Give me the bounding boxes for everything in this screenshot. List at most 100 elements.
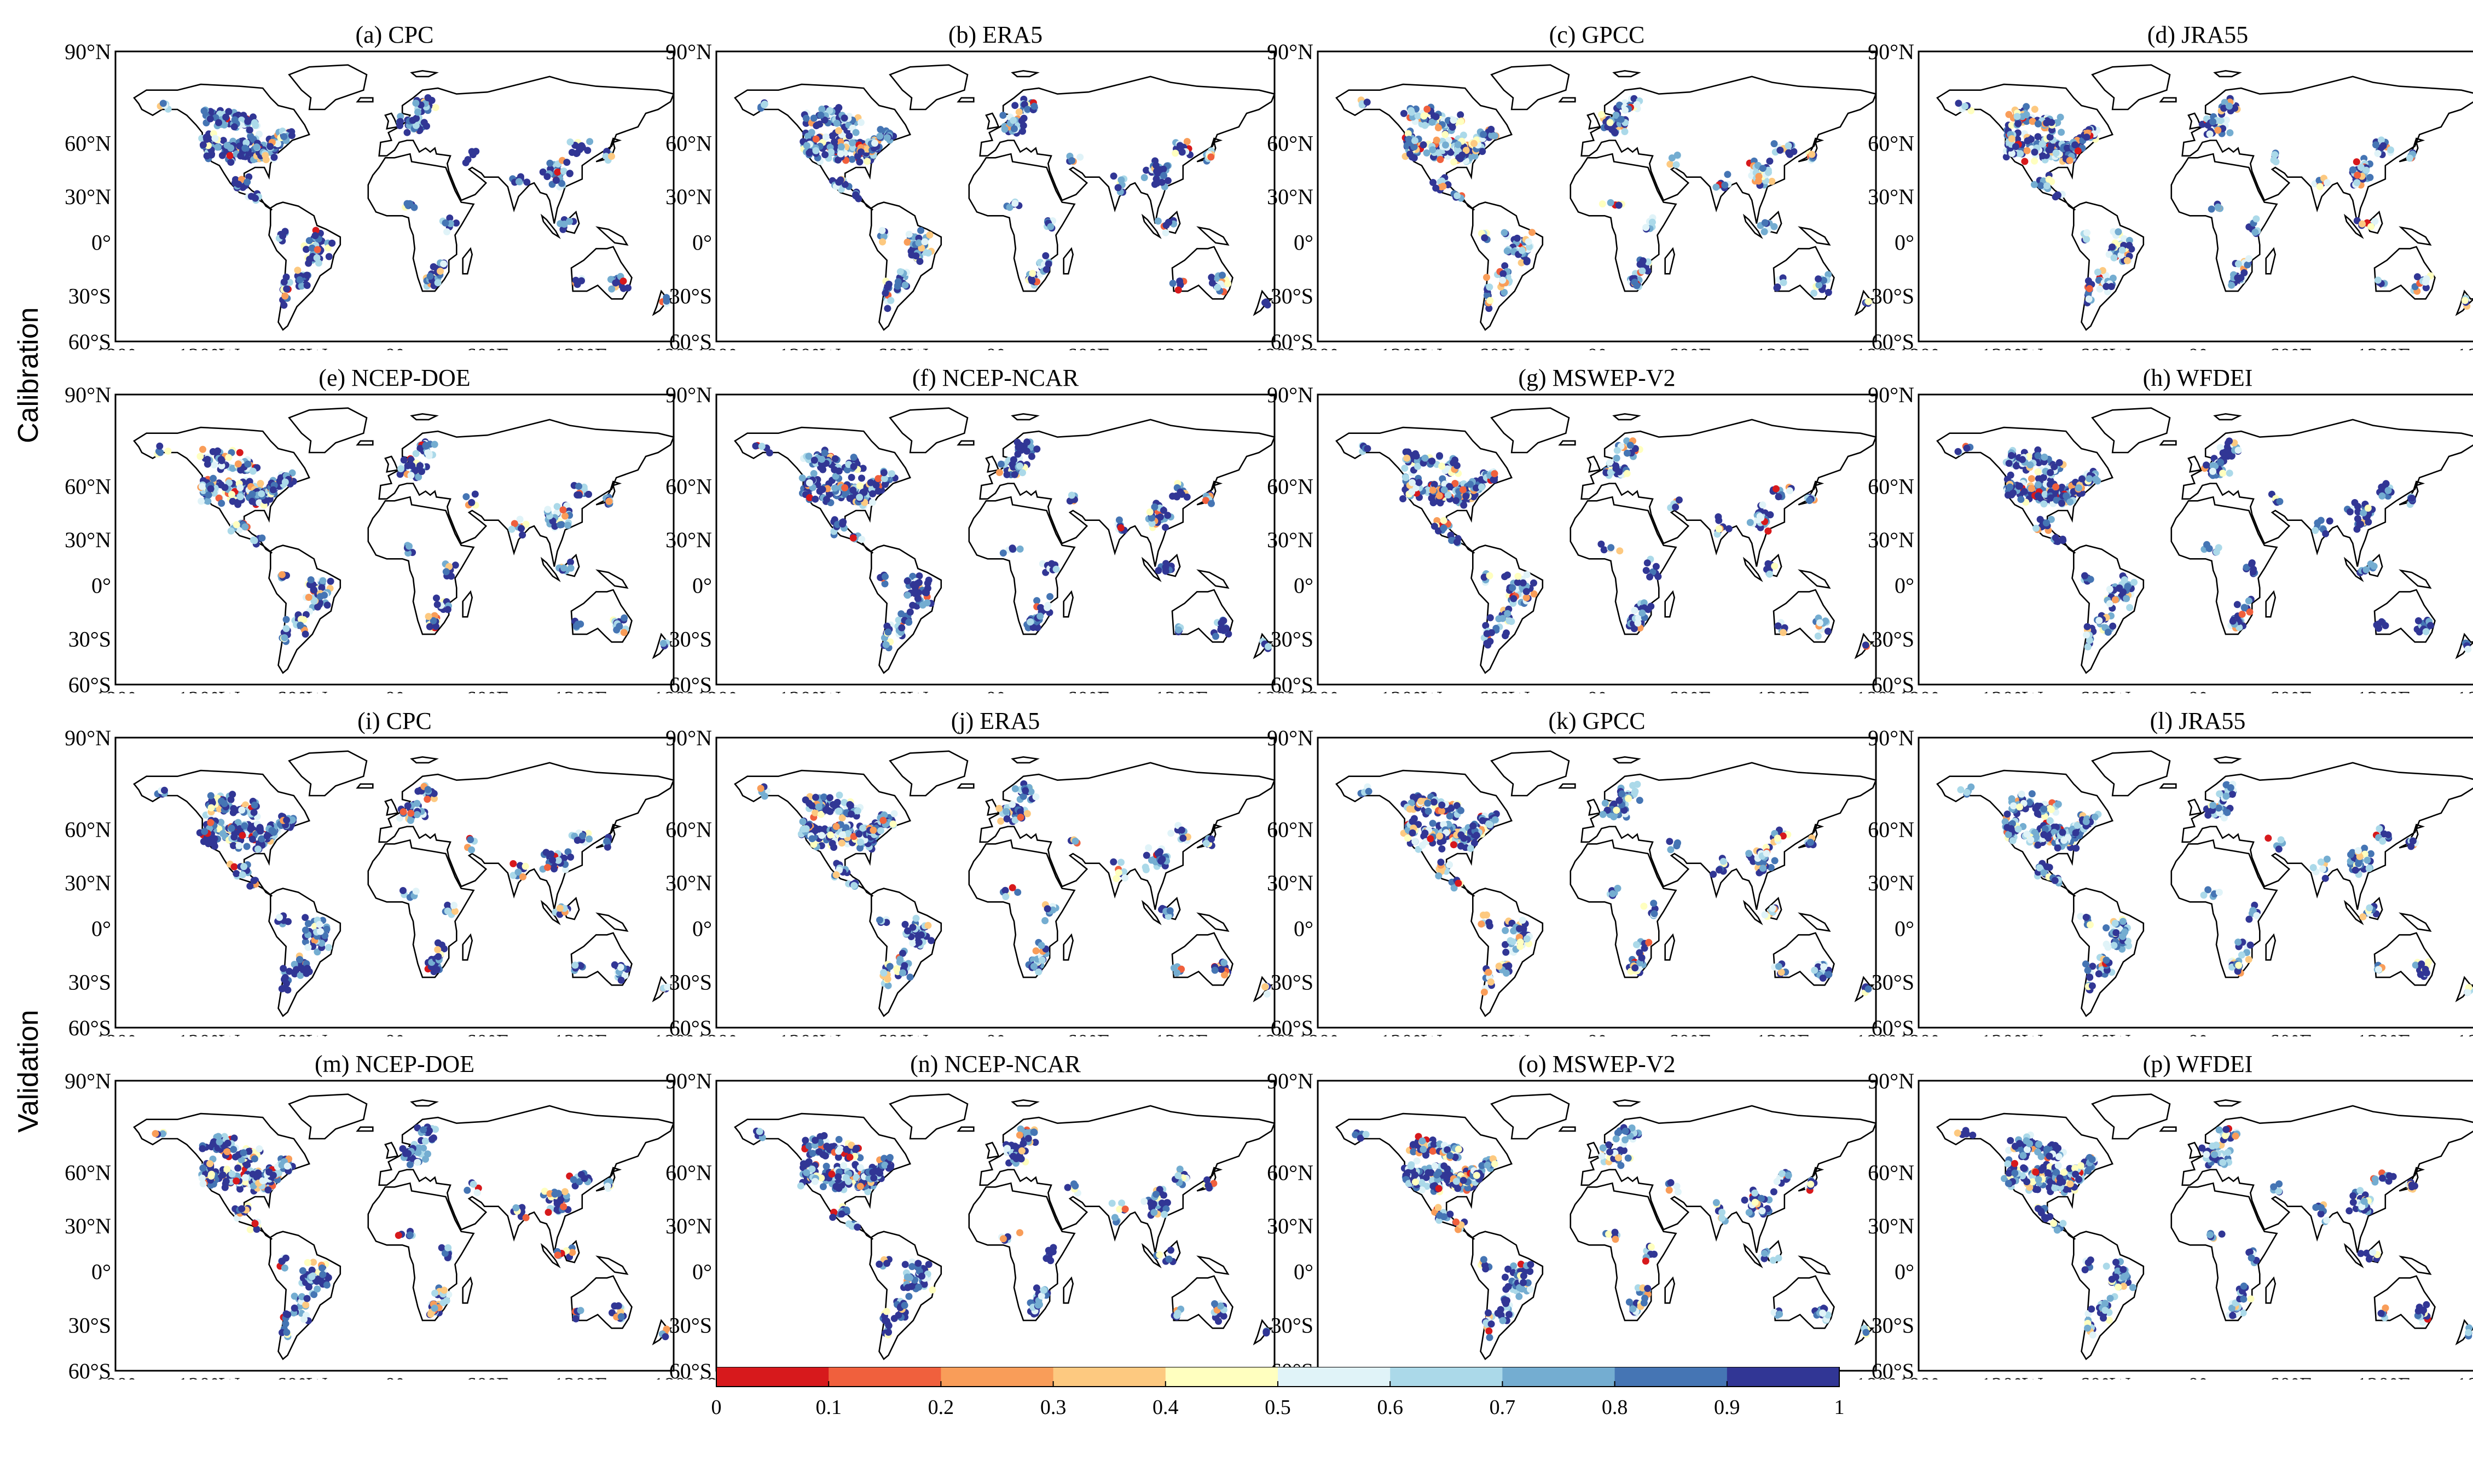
station-dot (236, 484, 244, 491)
station-dot (659, 640, 667, 647)
station-markers (1359, 437, 1871, 650)
coastline-sumatra (540, 213, 561, 239)
station-dot (2353, 158, 2360, 166)
station-dot (1646, 573, 1654, 581)
lon-tick-label: 60°E (1668, 687, 1712, 693)
station-dot (2248, 559, 2256, 567)
station-dot (251, 801, 258, 809)
station-dot (624, 284, 632, 292)
station-dot (1148, 514, 1155, 522)
station-dot (905, 230, 913, 238)
station-dot (1638, 609, 1646, 617)
station-dot (2362, 166, 2370, 174)
coastline-sumatra (540, 900, 561, 925)
station-dot (2353, 179, 2361, 187)
coastline-greenland (1490, 407, 1570, 454)
station-dot (578, 143, 586, 151)
station-dot (876, 132, 884, 140)
station-dot (2096, 285, 2104, 293)
station-dot (2243, 564, 2250, 571)
station-dot (1509, 584, 1516, 592)
station-dot (1117, 176, 1125, 184)
lon-tick-label: 180° (696, 687, 737, 693)
station-dot (1414, 462, 1421, 470)
station-dot (2226, 102, 2233, 110)
station-dot (553, 177, 560, 184)
station-dot (1754, 177, 1762, 185)
station-dot (285, 918, 292, 925)
station-dot (2051, 463, 2058, 471)
coastline-madagascar (1063, 590, 1074, 618)
station-dot (2312, 526, 2319, 534)
panel-title: (c) GPCC (1549, 21, 1645, 48)
station-dot (1143, 166, 1150, 174)
coastline-africa (367, 153, 475, 292)
station-dot (248, 497, 256, 505)
station-dot (218, 797, 225, 805)
station-dot (882, 573, 889, 581)
station-dot (603, 153, 610, 160)
station-dot (841, 181, 849, 188)
station-dot (1963, 444, 1971, 452)
station-dot (1160, 172, 1168, 179)
lat-tick-label: 90°N (665, 382, 712, 407)
station-dot (207, 485, 215, 492)
station-dot (248, 836, 256, 843)
coastline-iceland (1558, 97, 1576, 103)
station-dot (1001, 125, 1009, 133)
lat-tick-label: 30°S (68, 283, 111, 308)
panel-title: (g) MSWEP-V2 (1518, 364, 1675, 391)
station-dot (278, 571, 286, 578)
station-dot (1402, 474, 1410, 482)
station-dot (831, 484, 839, 492)
station-dot (1764, 527, 1772, 535)
station-dot (1483, 274, 1490, 281)
station-dot (403, 129, 411, 136)
station-dot (206, 115, 214, 123)
station-dot (2249, 568, 2257, 576)
station-dot (1808, 150, 1816, 158)
map-panel: (h) WFDEI90°N60°N30°N0°30°S60°S180°120°W… (1868, 364, 2473, 693)
station-dot (308, 244, 316, 252)
station-dot (1162, 563, 1169, 571)
station-dot (2384, 486, 2392, 494)
station-dot (448, 572, 455, 580)
station-dot (802, 119, 810, 127)
station-dot (922, 589, 929, 596)
lat-tick-label: 90°N (65, 39, 111, 64)
lon-tick-label: 180° (696, 344, 737, 350)
station-dot (806, 494, 813, 501)
station-dot (1027, 618, 1034, 626)
station-dot (1612, 112, 1620, 119)
lon-tick-label: 120°E (553, 344, 608, 350)
station-dot (230, 863, 238, 871)
station-dot (252, 194, 259, 202)
station-dot (1177, 488, 1184, 496)
station-dot (222, 113, 230, 121)
station-dot (2349, 166, 2356, 173)
station-dot (307, 576, 315, 584)
lon-tick-label: 60°E (1067, 344, 1110, 350)
station-dot (1530, 590, 1538, 598)
station-dot (159, 100, 167, 107)
station-dot (288, 132, 296, 140)
station-dot (904, 577, 911, 585)
station-dot (818, 485, 825, 493)
station-dot (1174, 286, 1182, 294)
station-dot (409, 117, 416, 124)
station-dot (1501, 262, 1509, 270)
station-dot (843, 466, 851, 474)
lon-tick-label: 180° (95, 344, 136, 350)
station-dot (250, 877, 258, 884)
station-dot (1423, 149, 1430, 156)
station-dot (1011, 471, 1018, 478)
station-dot (249, 467, 257, 475)
station-dot (2109, 244, 2116, 251)
station-dot (1462, 492, 1470, 500)
station-dot (2413, 273, 2421, 281)
station-dot (258, 534, 266, 542)
station-dot (258, 490, 265, 497)
station-dot (1407, 107, 1415, 114)
station-dot (244, 178, 251, 186)
coastline-sumatra (1742, 213, 1763, 239)
